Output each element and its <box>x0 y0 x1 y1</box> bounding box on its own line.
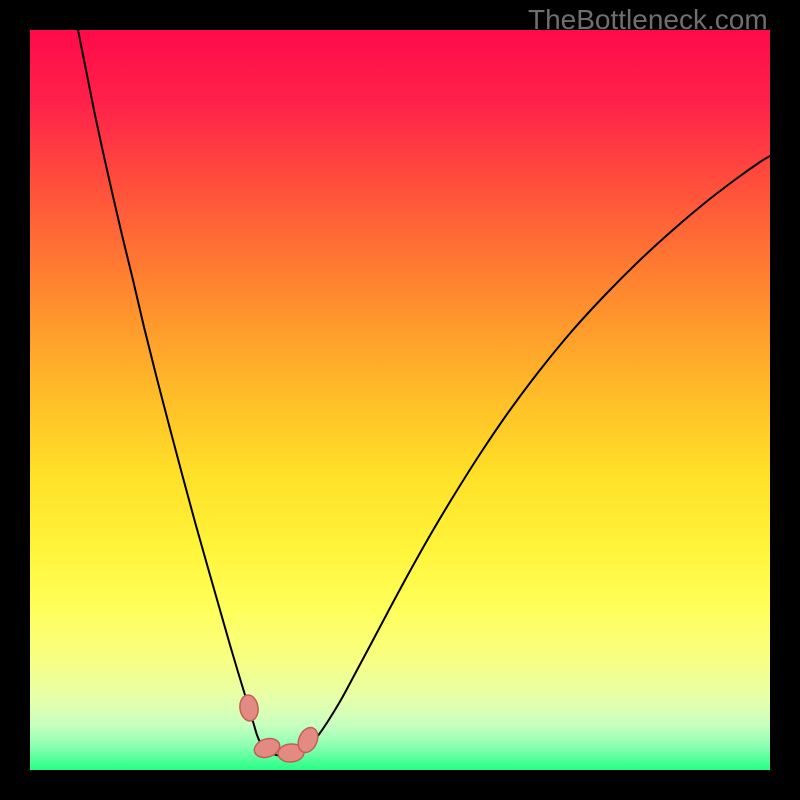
bottleneck-chart <box>0 0 800 800</box>
plot-background <box>30 30 770 770</box>
chart-frame: TheBottleneck.com <box>0 0 800 800</box>
watermark-text: TheBottleneck.com <box>528 4 768 36</box>
